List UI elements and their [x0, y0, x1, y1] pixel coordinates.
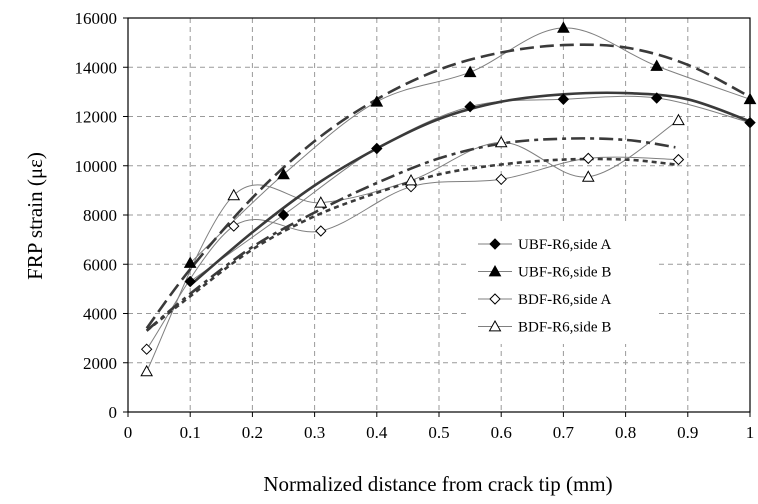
legend-box [470, 222, 655, 344]
series-4-point [140, 364, 154, 377]
series-3-point [315, 225, 327, 237]
series-2-point [370, 95, 384, 107]
series-2-point [277, 167, 290, 180]
series-2-point [463, 65, 477, 78]
series-2-point [557, 21, 570, 33]
series-4-point [227, 188, 241, 201]
legend-label: BDF-R6,side B [518, 320, 611, 336]
grid [128, 18, 750, 412]
y-tick-label: 4000 [83, 305, 117, 324]
y-tick-label: 8000 [83, 206, 117, 225]
x-tick-label: 0.8 [615, 423, 636, 442]
legend-label: UBF-R6,side B [518, 265, 611, 281]
series-1-point [371, 142, 383, 155]
series-3-point [495, 173, 507, 186]
legend-marker [489, 238, 501, 250]
x-tick-label: 0.3 [304, 423, 325, 442]
legend-label: BDF-R6,side A [518, 292, 612, 308]
y-axis-title: FRP strain (με) [23, 152, 47, 280]
series-4-point [314, 196, 328, 208]
x-tick-label: 0.7 [553, 423, 575, 442]
y-tick-label: 16000 [75, 9, 118, 28]
y-tick-label: 6000 [83, 255, 117, 274]
series-4-point [404, 173, 418, 186]
x-tick-label: 0.5 [428, 423, 449, 442]
series-1-point [464, 100, 476, 113]
x-axis-title: Normalized distance from crack tip (mm) [263, 472, 612, 496]
series-1-point [557, 93, 570, 105]
legend-marker [488, 264, 502, 277]
legend-marker [488, 319, 502, 332]
series-3-point [140, 343, 153, 355]
series-4-point [672, 113, 685, 126]
series-3-point [672, 153, 685, 166]
y-tick-label: 10000 [75, 157, 118, 176]
x-tick-label: 0.1 [180, 423, 201, 442]
x-tick-label: 0.4 [366, 423, 388, 442]
series-4-trend-line [145, 137, 676, 332]
series-4-point [494, 135, 508, 148]
series-1-point [277, 209, 290, 221]
legend: UBF-R6,side A UBF-R6,side B BDF-R6,side A B… [470, 222, 655, 344]
data-markers [140, 21, 757, 377]
series-2-point [743, 92, 757, 105]
x-tick-label: 1 [746, 423, 755, 442]
axes [123, 17, 751, 417]
x-tick-label: 0.6 [491, 423, 512, 442]
legend-label: UBF-R6,side A [518, 237, 612, 253]
series-1-point [744, 116, 756, 129]
series-2-point [183, 256, 197, 268]
legend-marker [489, 293, 501, 305]
y-tick-label: 2000 [83, 354, 117, 373]
series-4-point [581, 170, 595, 182]
series-3-point [582, 152, 594, 165]
x-tick-label: 0 [124, 423, 133, 442]
series-1-point [184, 275, 196, 288]
y-tick-label: 0 [109, 403, 118, 422]
x-tick-label: 0.2 [242, 423, 263, 442]
series-2-point [650, 59, 664, 71]
series-1-point [650, 92, 663, 104]
series-2-trend-line [145, 43, 751, 330]
y-tick-label: 14000 [75, 58, 118, 77]
y-tick-label: 12000 [75, 108, 118, 127]
x-tick-label: 0.9 [677, 423, 698, 442]
series-3-point [228, 220, 240, 232]
tick-labels: 0 0.1 0.2 0.3 0.4 0.5 0.6 0.7 0.8 0.9 1 0 2000 4000 60… [75, 9, 755, 442]
